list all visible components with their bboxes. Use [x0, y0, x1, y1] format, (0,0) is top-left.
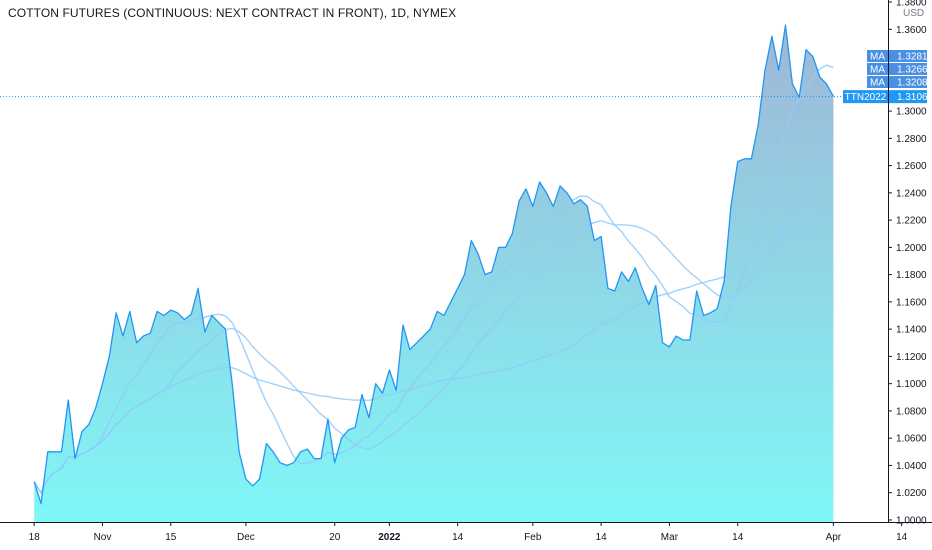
price-tick-label: 1.1800: [896, 270, 927, 281]
price-area: [34, 25, 834, 522]
time-tick-label: Mar: [661, 532, 679, 543]
time-tick-label: 2022: [378, 532, 401, 543]
last-price-badge: 1.3106: [897, 92, 928, 103]
ma-badge-label-bg: [867, 76, 888, 88]
price-tick-label: 1.0400: [896, 461, 927, 472]
time-tick-label: 14: [896, 532, 908, 543]
price-tick-label: 1.3600: [896, 25, 927, 36]
price-tick-label: 1.2600: [896, 161, 927, 172]
symbol-badge: TTN2022: [845, 92, 887, 103]
time-tick-label: 14: [596, 532, 608, 543]
ma-badge-value-bg: [889, 63, 927, 75]
price-tick-label: 1.1200: [896, 352, 927, 363]
price-tick-label: 1.3800: [896, 0, 927, 9]
ma-badge-value-bg: [889, 76, 927, 88]
time-tick-label: 15: [165, 532, 177, 543]
price-tick-label: 1.2000: [896, 243, 927, 254]
time-tick-label: 20: [329, 532, 341, 543]
ma-badge-value: 1.3266: [897, 65, 928, 76]
time-tick-label: 14: [732, 532, 744, 543]
price-tick-label: 1.1000: [896, 379, 927, 390]
ma-badge-label-bg: [867, 63, 888, 75]
price-tick-label: 1.0000: [896, 515, 927, 526]
last-price-badge-bg: [889, 90, 927, 104]
ma-badge-label-bg: [867, 50, 888, 62]
ma-badge-label: MA: [870, 52, 885, 63]
price-badges: MA 1.3281 MA 1.3266 MA 1.3208 TTN2022 1.3106: [843, 50, 928, 104]
ma-badge-label: MA: [870, 78, 885, 89]
price-tick-label: 1.2800: [896, 134, 927, 145]
ma-badge-value-bg: [889, 50, 927, 62]
price-axis-unit: USD: [903, 8, 925, 19]
price-tick-label: 1.0800: [896, 406, 927, 417]
price-tick-label: 1.2400: [896, 188, 927, 199]
time-tick-label: Apr: [826, 532, 842, 543]
price-tick-label: 1.3000: [896, 107, 927, 118]
ma-line-3: [33, 64, 834, 495]
price-tick-label: 1.2200: [896, 216, 927, 227]
price-tick-label: 1.0200: [896, 488, 927, 499]
time-tick-label: Dec: [237, 532, 255, 543]
price-tick-label: 1.1400: [896, 325, 927, 336]
ma-line-2: [33, 138, 834, 495]
ma-badge-value: 1.3208: [897, 78, 928, 89]
ma-badge-label: MA: [870, 65, 885, 76]
symbol-badge-bg: [843, 90, 888, 104]
time-tick-label: 18: [29, 532, 41, 543]
price-line: [33, 24, 834, 505]
price-tick-label: 1.1600: [896, 297, 927, 308]
price-tick-label: 1.0600: [896, 434, 927, 445]
chart-title: COTTON FUTURES (CONTINUOUS: NEXT CONTRAC…: [8, 6, 457, 20]
time-tick-label: Nov: [94, 532, 112, 543]
plot-area: [0, 24, 888, 522]
time-tick-label: 14: [452, 532, 464, 543]
ma-line-1: [33, 207, 834, 495]
ma-badge-value: 1.3281: [897, 52, 928, 63]
time-tick-label: Feb: [524, 532, 542, 543]
